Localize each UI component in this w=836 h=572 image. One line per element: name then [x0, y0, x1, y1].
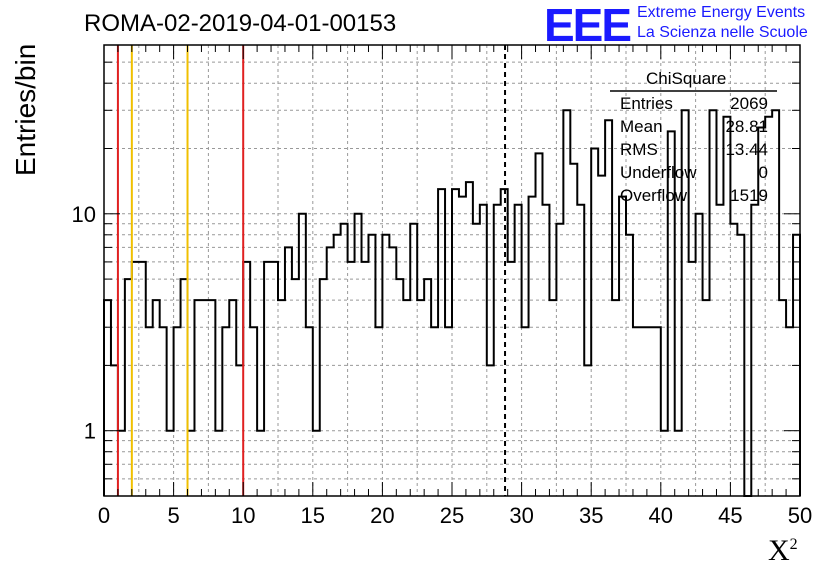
x-tick-label: 50: [788, 503, 812, 528]
y-tick-label: 10: [72, 202, 96, 227]
x-tick-label: 25: [440, 503, 464, 528]
x-tick-label: 40: [649, 503, 673, 528]
stat-name-entries: Entries: [620, 94, 673, 113]
x-tick-label: 45: [718, 503, 742, 528]
stat-value-entries: 2069: [730, 94, 768, 113]
stat-name-mean: Mean: [620, 117, 663, 136]
stat-value-overflow: 1519: [730, 186, 768, 205]
eee-logo: EEE: [544, 0, 632, 51]
logo-line-2: La Scienza nelle Scuole: [637, 24, 808, 41]
stat-value-rms: 13.44: [725, 140, 768, 159]
logo-line-1: Extreme Energy Events: [637, 4, 806, 21]
stats-box-title: ChiSquare: [646, 69, 727, 88]
x-tick-label: 30: [509, 503, 533, 528]
x-tick-label: 0: [98, 503, 110, 528]
stat-value-underflow: 0: [758, 163, 768, 182]
x-tick-label: 15: [301, 503, 325, 528]
x-tick-label: 10: [231, 503, 255, 528]
y-tick-label: 1: [84, 419, 96, 444]
x-tick-label: 20: [370, 503, 394, 528]
stat-name-rms: RMS: [620, 140, 658, 159]
chart-title: ROMA-02-2019-04-01-00153: [84, 10, 397, 37]
y-axis-label: Entries/bin: [10, 43, 41, 176]
histogram-series: [103, 109, 801, 497]
stat-value-mean: 28.81: [725, 117, 768, 136]
x-tick-label: 5: [167, 503, 179, 528]
x-axis-label: X2: [768, 534, 798, 567]
stat-name-underflow: Underflow: [620, 163, 697, 182]
stat-name-overflow: Overflow: [620, 186, 688, 205]
x-tick-label: 35: [579, 503, 603, 528]
